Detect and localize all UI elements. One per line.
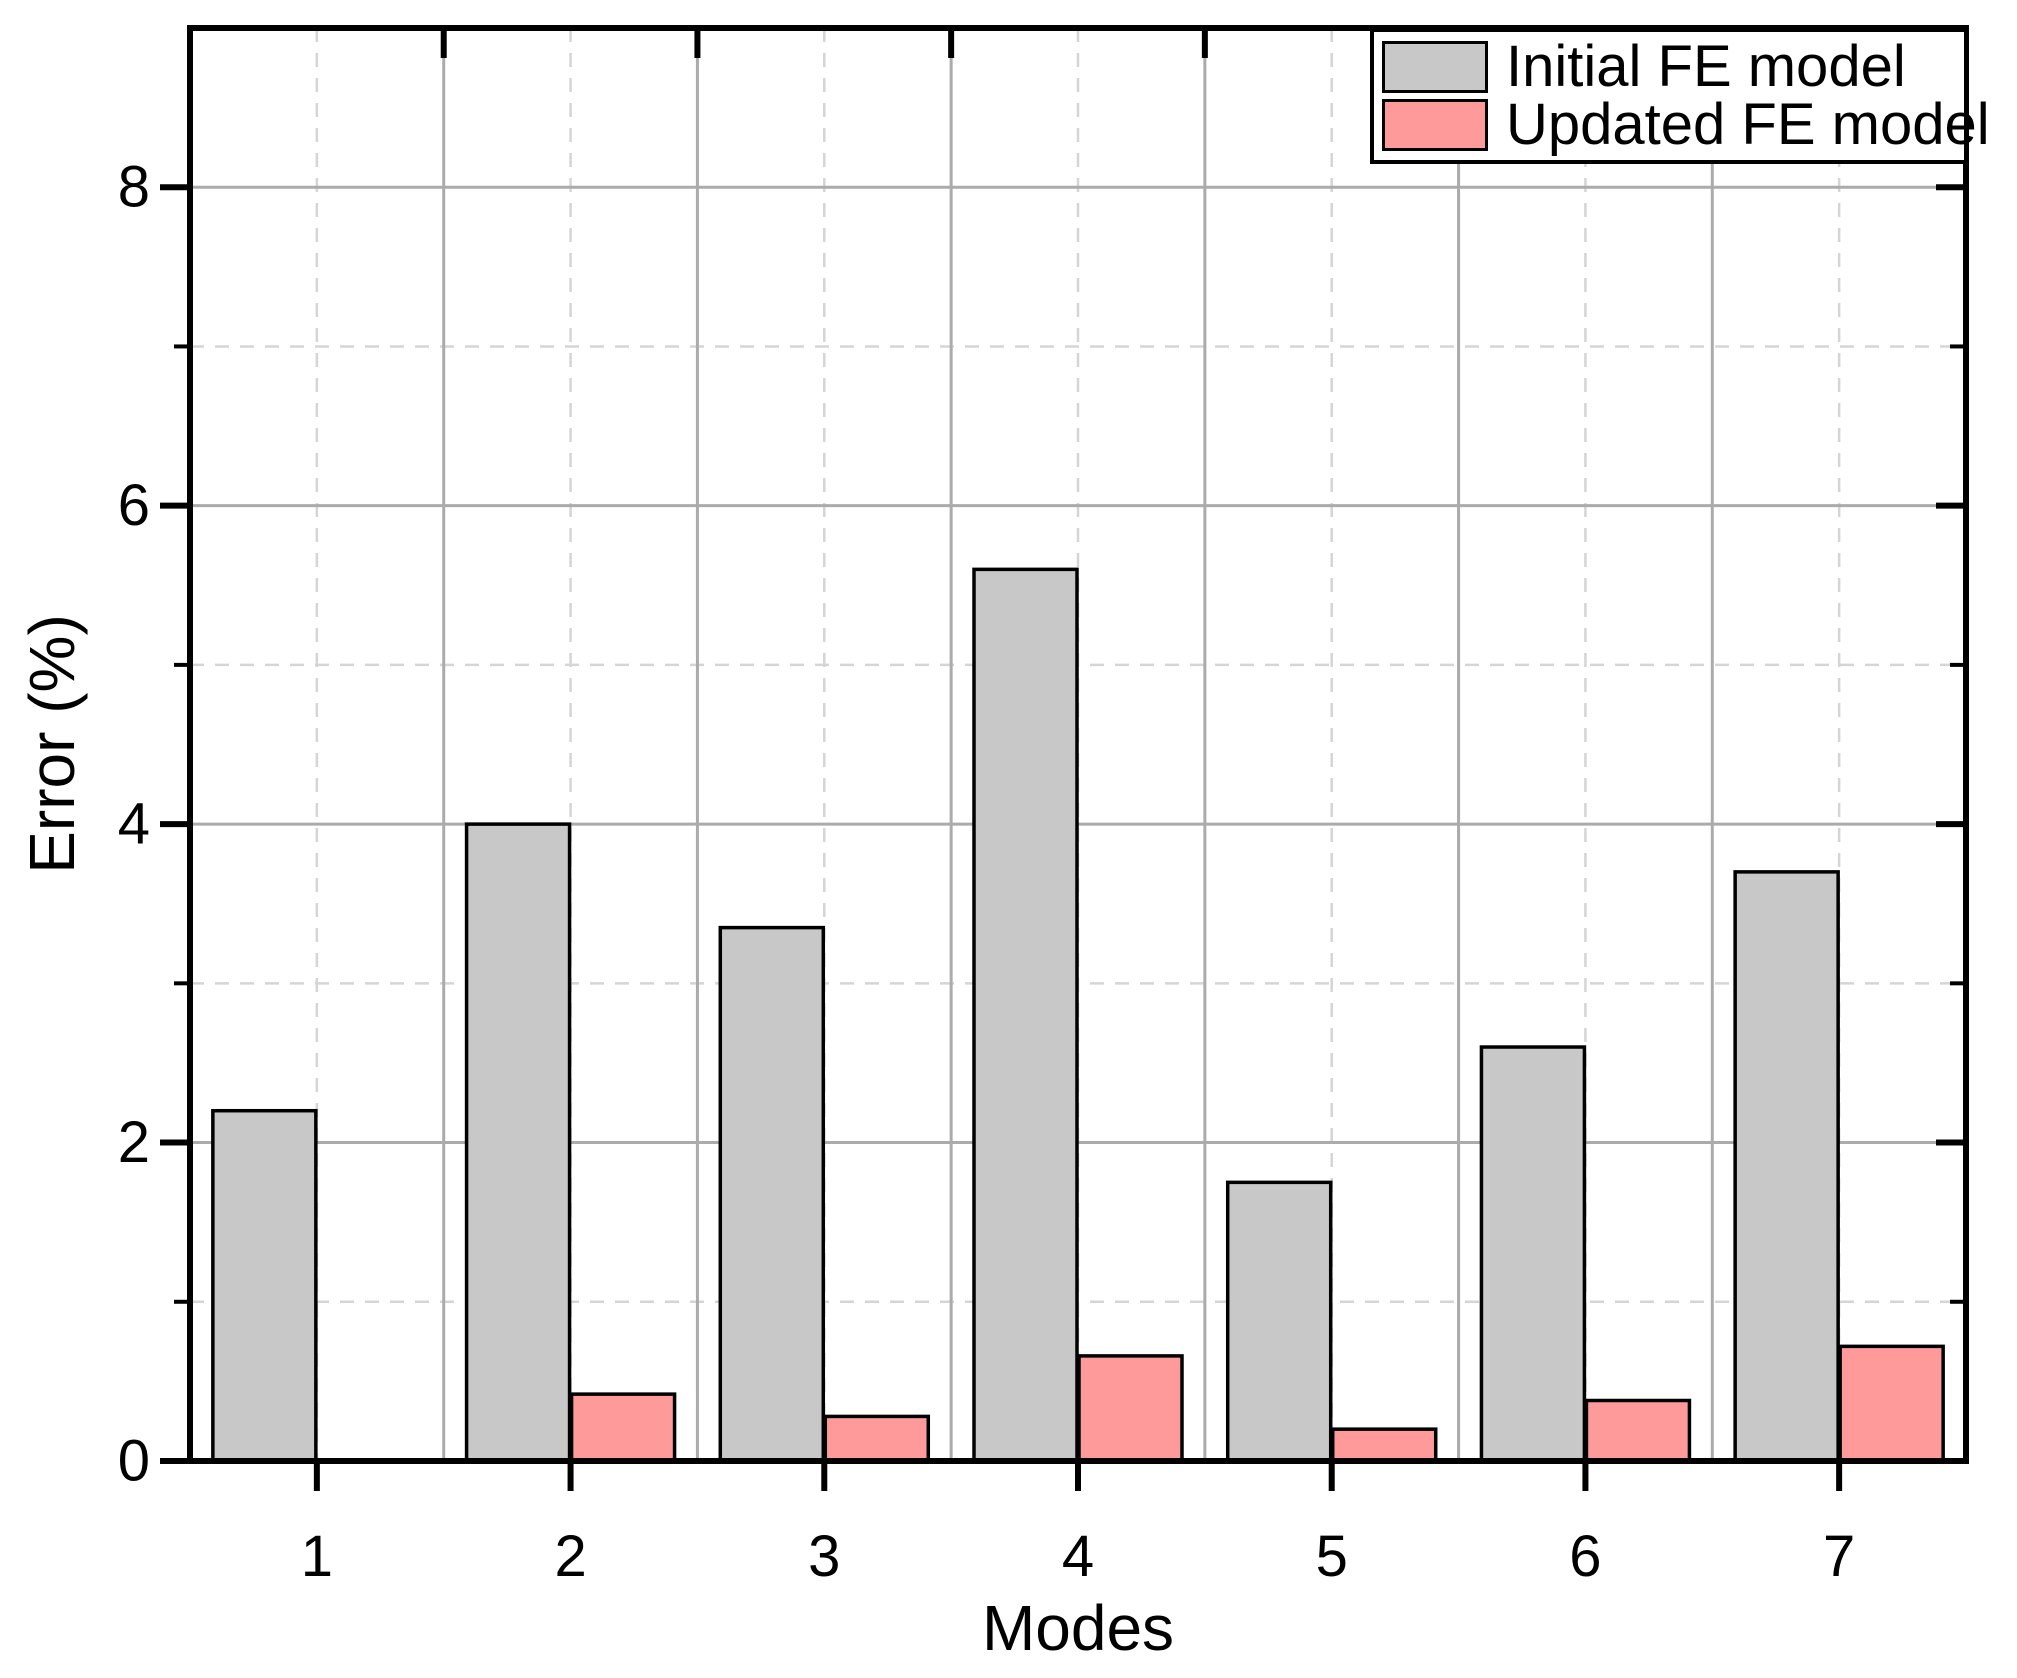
- bar-updated-mode-2: [569, 1392, 677, 1463]
- x-axis-title: Modes: [981, 1592, 1175, 1664]
- bar-updated-mode-7: [1838, 1344, 1945, 1463]
- x-tick-label: 7: [1823, 1524, 1855, 1589]
- y-tick-label: 0: [118, 1429, 150, 1494]
- x-tick-label: 3: [808, 1524, 840, 1589]
- legend-swatch-updated: [1382, 99, 1488, 151]
- legend-label-updated: Updated FE model: [1506, 92, 1990, 157]
- bar-initial-mode-6: [1479, 1045, 1587, 1463]
- bar-initial-mode-7: [1733, 870, 1840, 1463]
- bar-initial-mode-5: [1225, 1180, 1333, 1463]
- legend-item-initial: Initial FE model: [1382, 38, 1964, 96]
- bar-updated-mode-5: [1330, 1427, 1438, 1463]
- bar-initial-mode-1: [211, 1108, 318, 1463]
- x-tick-label: 6: [1569, 1524, 1601, 1589]
- y-tick-label: 8: [118, 155, 150, 220]
- bar-initial-mode-3: [718, 925, 826, 1463]
- y-axis-title: Error (%): [16, 614, 88, 874]
- legend: Initial FE model Updated FE model: [1370, 28, 1990, 164]
- bar-initial-mode-2: [464, 822, 572, 1463]
- x-tick-label: 4: [1062, 1524, 1094, 1589]
- x-tick-label: 1: [301, 1524, 333, 1589]
- legend-swatch-initial: [1382, 41, 1488, 93]
- bar-updated-mode-4: [1077, 1354, 1184, 1463]
- bar-updated-mode-3: [823, 1414, 931, 1463]
- legend-item-updated: Updated FE model: [1382, 96, 1990, 154]
- bar-updated-mode-6: [1584, 1398, 1692, 1463]
- bar-initial-mode-4: [972, 567, 1079, 1463]
- y-tick-label: 2: [118, 1110, 150, 1175]
- x-tick-label: 5: [1316, 1524, 1348, 1589]
- y-tick-label: 4: [118, 792, 150, 857]
- legend-label-initial: Initial FE model: [1506, 34, 1906, 99]
- y-tick-label: 6: [118, 473, 150, 538]
- x-tick-label: 2: [554, 1524, 586, 1589]
